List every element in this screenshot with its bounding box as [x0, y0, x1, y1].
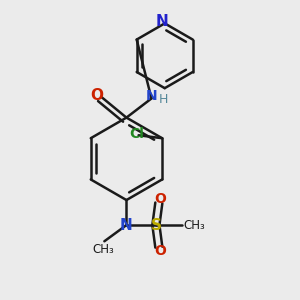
- Text: O: O: [154, 193, 166, 206]
- Text: N: N: [146, 89, 157, 103]
- Text: S: S: [150, 218, 161, 232]
- Text: O: O: [91, 88, 103, 103]
- Text: N: N: [120, 218, 133, 232]
- Text: CH₃: CH₃: [184, 219, 206, 232]
- Text: CH₃: CH₃: [92, 243, 114, 256]
- Text: H: H: [159, 93, 168, 106]
- Text: N: N: [155, 14, 168, 29]
- Text: O: O: [154, 244, 166, 258]
- Text: Cl: Cl: [130, 127, 145, 141]
